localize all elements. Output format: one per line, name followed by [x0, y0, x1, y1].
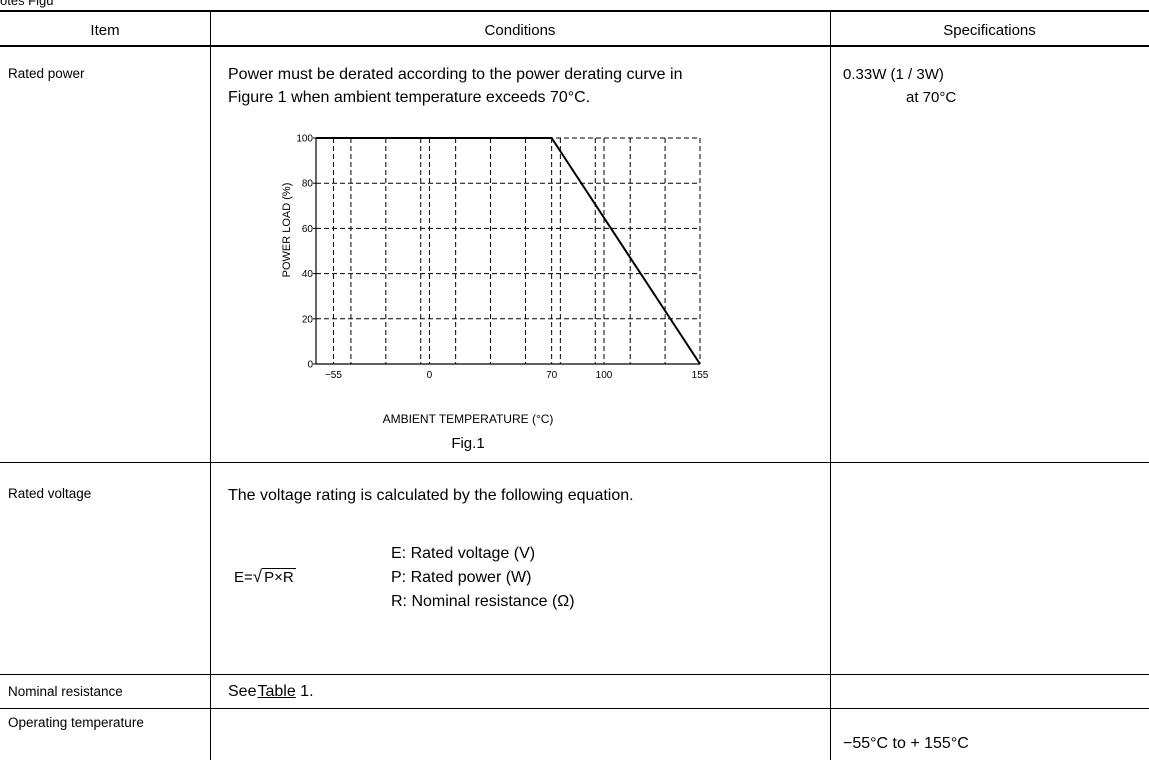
chart-grid — [316, 137, 701, 364]
chart-caption: Fig.1 — [451, 435, 484, 452]
formula-legend-p: P: Rated power (W) — [391, 569, 532, 586]
table-1-link[interactable]: Table — [257, 683, 296, 700]
page-top-fragment: otes Figu — [0, 0, 54, 8]
derating-curve — [316, 137, 701, 365]
chart-series — [316, 137, 701, 365]
voltage-formula: E=√ P×R — [234, 567, 296, 587]
row-item-nominal-resistance: Nominal resistance — [8, 684, 123, 699]
formula-legend-e: E: Rated voltage (V) — [391, 545, 536, 562]
row-item-rated-voltage: Rated voltage — [8, 486, 92, 501]
x-tick-label: 155 — [692, 370, 709, 381]
header-specifications: Specifications — [943, 22, 1036, 39]
y-tick-label: 60 — [302, 224, 314, 235]
x-tick-label: 100 — [596, 370, 613, 381]
header-bottom-rule — [0, 45, 1149, 47]
rated-power-conditions-line1: Power must be derated according to the p… — [228, 66, 683, 83]
y-tick-label: 40 — [302, 269, 314, 280]
operating-temperature-spec: −55°C to + 155°C — [843, 735, 969, 752]
rated-power-conditions-line2: Figure 1 when ambient temperature exceed… — [228, 89, 591, 106]
column-divider-1 — [210, 10, 211, 760]
chart-axes — [315, 138, 700, 365]
x-tick-label: 0 — [427, 370, 433, 381]
y-tick-label: 0 — [307, 360, 313, 371]
y-tick-label: 80 — [302, 179, 314, 190]
formula-legend-r: R: Nominal resistance (Ω) — [391, 593, 575, 610]
see-text: See — [228, 683, 257, 700]
row2-bottom-rule — [0, 674, 1149, 675]
y-tick-label: 20 — [302, 314, 314, 325]
rated-power-spec-line2: at 70°C — [906, 89, 957, 106]
header-item: Item — [90, 22, 120, 39]
row-item-rated-power: Rated power — [8, 66, 85, 81]
row1-bottom-rule — [0, 462, 1149, 463]
sqrt-sign: √ — [252, 567, 263, 586]
rated-voltage-conditions: The voltage rating is calculated by the … — [228, 487, 634, 504]
row-item-operating-temperature: Operating temperature — [8, 715, 144, 730]
formula-radicand: P×R — [262, 568, 296, 586]
x-tick-label: −55 — [325, 370, 342, 381]
nominal-resistance-conditions: SeeTable 1. — [228, 683, 314, 701]
chart-x-axis-label: AMBIENT TEMPERATURE (°C) — [383, 412, 554, 426]
formula-lhs: E= — [234, 569, 253, 586]
y-tick-label: 100 — [296, 134, 313, 145]
table-top-rule — [0, 10, 1149, 12]
chart-y-axis-label: POWER LOAD (%) — [281, 183, 293, 278]
x-tick-label: 70 — [546, 370, 558, 381]
chart-ticks: 0 20 40 60 80 100 −55 0 70 100 155 — [296, 134, 708, 382]
rated-power-spec-line1: 0.33W (1 / 3W) — [843, 66, 944, 83]
header-conditions: Conditions — [484, 22, 556, 39]
row3-bottom-rule — [0, 708, 1149, 709]
column-divider-2 — [830, 10, 831, 760]
table-number: 1. — [300, 683, 314, 700]
